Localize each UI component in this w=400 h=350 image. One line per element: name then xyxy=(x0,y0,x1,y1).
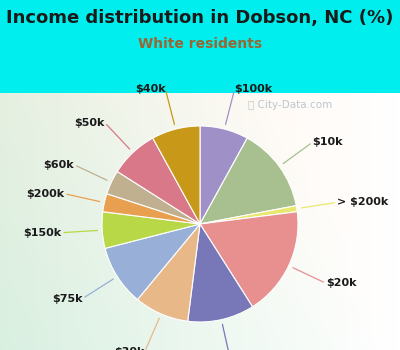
Text: > $200k: > $200k xyxy=(338,197,389,207)
Text: ⓘ City-Data.com: ⓘ City-Data.com xyxy=(248,100,332,110)
Wedge shape xyxy=(138,224,200,321)
Wedge shape xyxy=(102,212,200,248)
Wedge shape xyxy=(153,126,200,224)
Wedge shape xyxy=(200,212,298,307)
Wedge shape xyxy=(117,138,200,224)
Wedge shape xyxy=(105,224,200,300)
Text: $200k: $200k xyxy=(26,189,64,199)
Text: Income distribution in Dobson, NC (%): Income distribution in Dobson, NC (%) xyxy=(6,9,394,27)
Wedge shape xyxy=(103,194,200,224)
Text: $10k: $10k xyxy=(312,137,343,147)
Text: $50k: $50k xyxy=(74,118,105,127)
Wedge shape xyxy=(188,224,252,322)
Wedge shape xyxy=(200,138,296,224)
Text: $100k: $100k xyxy=(235,84,273,94)
Wedge shape xyxy=(107,172,200,224)
Text: $60k: $60k xyxy=(44,160,74,170)
Text: $20k: $20k xyxy=(326,278,356,288)
Wedge shape xyxy=(200,206,297,224)
Text: $40k: $40k xyxy=(135,84,165,94)
Text: $150k: $150k xyxy=(23,228,61,238)
Wedge shape xyxy=(200,126,247,224)
Text: $30k: $30k xyxy=(114,347,145,350)
Text: White residents: White residents xyxy=(138,37,262,51)
Text: $75k: $75k xyxy=(52,294,82,303)
